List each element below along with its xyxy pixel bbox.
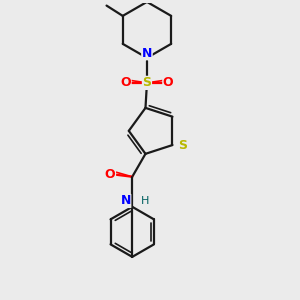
Text: N: N [142, 46, 152, 60]
Text: S: S [178, 139, 187, 152]
Text: S: S [142, 76, 152, 89]
Text: O: O [105, 168, 116, 181]
Text: O: O [120, 76, 131, 89]
Text: O: O [163, 76, 173, 89]
Text: H: H [140, 196, 149, 206]
Text: N: N [120, 194, 131, 207]
